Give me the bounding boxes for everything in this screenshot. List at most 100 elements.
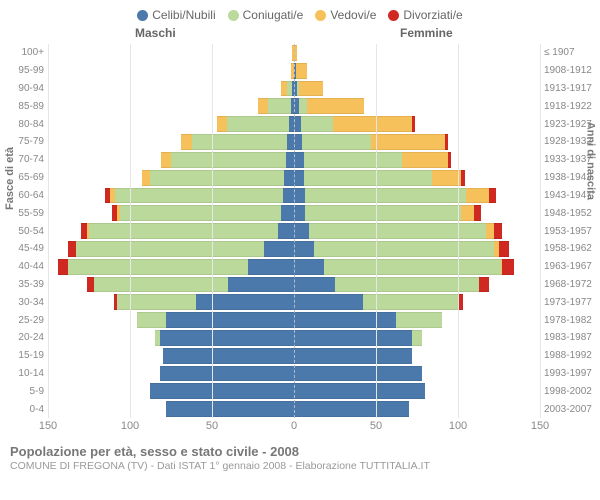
bar-segment [286,152,294,168]
bar-segment [305,205,461,221]
legend-label: Divorziati/e [403,8,462,22]
bar-segment [161,152,171,168]
age-label: 25-29 [4,315,44,326]
bar-segment [228,277,294,293]
birth-year-label: 1973-1977 [544,297,598,308]
gender-labels: Maschi Femmine [0,26,600,44]
birth-year-label: 1928-1932 [544,136,598,147]
bar-segment [294,277,335,293]
bar-female [294,223,502,239]
bar-segment [137,312,167,328]
bar-segment [466,188,489,204]
bar-segment [299,98,307,114]
bar-segment [166,312,294,328]
bar-segment [294,348,412,364]
bar-male [112,205,294,221]
age-label: 35-39 [4,279,44,290]
bar-segment [324,259,501,275]
grid-line [376,44,377,418]
bar-segment [412,330,422,346]
bar-segment [117,294,196,310]
bar-male [181,134,294,150]
bar-male [114,294,294,310]
bar-female [294,170,465,186]
bar-segment [284,170,294,186]
age-label: 65-69 [4,172,44,183]
bar-segment [371,134,445,150]
bar-segment [142,170,150,186]
birth-year-label: 1998-2002 [544,386,598,397]
birth-year-label: 1943-1947 [544,190,598,201]
grid-line [48,44,49,418]
bar-male [105,188,294,204]
bar-segment [160,330,294,346]
footer-subtitle: COMUNE DI FREGONA (TV) - Dati ISTAT 1° g… [10,460,590,472]
age-label: 40-44 [4,261,44,272]
legend-swatch [137,10,148,21]
age-label: 100+ [4,47,44,58]
bar-male [258,98,294,114]
grid-line [458,44,459,418]
bar-female [294,98,364,114]
legend-label: Celibi/Nubili [152,8,215,22]
grid-line [130,44,131,418]
bar-segment [461,205,474,221]
bar-male [58,259,294,275]
age-label: 90-94 [4,83,44,94]
bar-female [294,330,422,346]
birth-year-label: 1918-1922 [544,101,598,112]
birth-year-label: 1988-1992 [544,350,598,361]
bar-male [68,241,294,257]
birth-year-label: 1968-1972 [544,279,598,290]
bar-segment [474,205,481,221]
bar-segment [432,170,462,186]
legend-swatch [315,10,326,21]
legend: Celibi/NubiliConiugati/eVedovi/eDivorzia… [0,0,600,26]
bar-segment [76,241,265,257]
bar-segment [294,134,302,150]
legend-swatch [228,10,239,21]
age-label: 5-9 [4,386,44,397]
bar-segment [160,366,294,382]
bar-male [281,81,294,97]
bar-segment [445,134,448,150]
bar-segment [307,98,364,114]
bar-female [294,277,489,293]
age-label: 10-14 [4,368,44,379]
bar-female [294,348,412,364]
bar-female [294,366,422,382]
x-tick-label: 150 [531,420,549,432]
grid-line [540,44,541,418]
x-tick-label: 100 [449,420,467,432]
x-tick-label: 150 [39,420,57,432]
bar-female [294,294,463,310]
bar-segment [115,188,282,204]
age-label: 0-4 [4,404,44,415]
age-label: 80-84 [4,119,44,130]
bar-segment [486,223,494,239]
bar-male [142,170,294,186]
gender-female-label: Femmine [400,26,453,40]
bar-female [294,134,448,150]
x-tick-label: 100 [121,420,139,432]
bar-segment [489,188,496,204]
legend-swatch [388,10,399,21]
birth-year-label: 2003-2007 [544,404,598,415]
center-line [294,44,295,418]
bar-segment [283,188,294,204]
bar-female [294,383,425,399]
bar-segment [248,259,294,275]
bar-segment [278,223,294,239]
bar-segment [294,223,309,239]
bar-segment [396,312,442,328]
x-axis: 15010050050100150 [48,418,540,438]
bar-segment [299,81,324,97]
bar-female [294,205,481,221]
bar-segment [294,241,314,257]
age-label: 75-79 [4,136,44,147]
legend-item: Coniugati/e [228,8,304,22]
birth-year-label: 1948-1952 [544,208,598,219]
bar-segment [294,205,305,221]
population-pyramid-chart: Celibi/NubiliConiugati/eVedovi/eDivorzia… [0,0,600,500]
bar-segment [150,383,294,399]
